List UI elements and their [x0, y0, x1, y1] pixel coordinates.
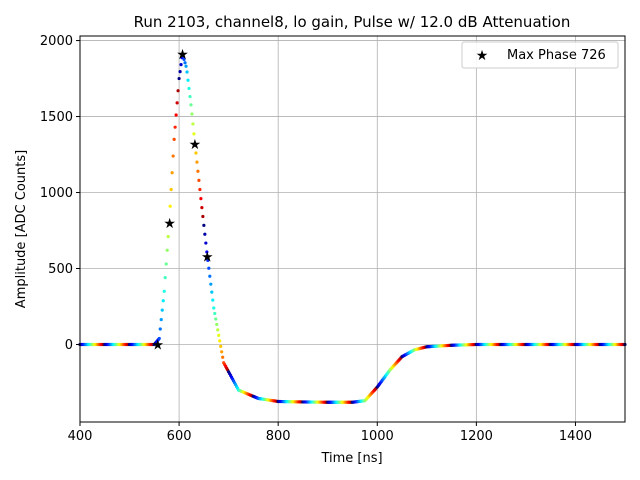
pulse-sample-point	[202, 223, 206, 227]
y-tick-label: 2000	[40, 34, 73, 49]
pulse-sample-point	[200, 206, 204, 210]
pulse-sample-point	[211, 298, 215, 302]
legend-star-icon: ★	[476, 48, 489, 64]
pulse-sample-point	[171, 154, 175, 158]
pulse-sample-point	[190, 112, 194, 116]
pulse-sample-point	[170, 171, 174, 175]
pulse-sample-point	[184, 64, 188, 68]
x-tick-label: 600	[167, 429, 192, 444]
max-phase-markers: ★ ★ ★ ★ ★	[152, 47, 214, 353]
max-phase-star-marker: ★	[176, 47, 189, 63]
y-tick-label: 500	[48, 262, 73, 277]
x-tick-label: 1000	[361, 429, 394, 444]
pulse-sample-point	[185, 70, 189, 74]
pulse-sample-point	[191, 122, 195, 126]
pulse-sample-point	[214, 317, 218, 321]
pulse-sample-point	[160, 308, 164, 312]
pulse-sample-point	[174, 113, 178, 117]
pulse-sample-point	[195, 160, 199, 164]
pulse-sample-point	[194, 151, 198, 155]
max-phase-star-marker: ★	[201, 249, 214, 265]
x-axis-label: Time [ns]	[320, 451, 382, 466]
x-tick-label: 1200	[460, 429, 493, 444]
pulse-sample-point	[210, 290, 214, 294]
pulse-sample-point	[192, 132, 196, 136]
pulse-sample-point	[172, 137, 176, 141]
pulse-sample-point	[187, 86, 191, 91]
pulse-sample-point	[161, 299, 165, 303]
pulse-sample-point	[221, 355, 225, 359]
pulse-sample-point	[164, 262, 168, 266]
pulse-sample-point	[178, 70, 182, 74]
pulse-sample-point	[177, 76, 181, 81]
legend-box	[461, 41, 619, 69]
y-axis-label: Amplitude [ADC Counts]	[14, 150, 29, 308]
pulse-sample-point	[216, 328, 220, 332]
pulse-sample-point	[159, 317, 163, 322]
pulse-sample-point	[157, 336, 161, 341]
pulse-sample-point	[163, 276, 167, 280]
pulse-sample-point	[175, 101, 179, 105]
pulse-sample-point	[203, 232, 207, 236]
pulse-sample-point	[186, 78, 190, 82]
pulse-sample-point	[189, 103, 193, 107]
pulse-sample-point	[158, 327, 162, 331]
pulse-sample-point	[219, 344, 223, 348]
pulse-sample-point	[199, 197, 203, 201]
legend-entry-max-phase: Max Phase 726	[507, 48, 606, 63]
y-tick-label: 0	[65, 338, 73, 353]
pulse-sample-point	[166, 235, 170, 239]
pulse-sample-point	[169, 187, 173, 192]
pulse-sample-point	[207, 266, 211, 270]
y-tick-label: 1000	[40, 186, 73, 201]
pulse-sample-point	[217, 333, 221, 337]
pulse-sample-point	[212, 306, 216, 310]
pulse-curve	[78, 54, 627, 404]
pulse-sample-point	[201, 214, 205, 219]
pulse-sample-point	[173, 125, 177, 129]
pulse-sample-point	[220, 350, 224, 354]
y-axis-ticks: 0 500 1000 1500 2000	[40, 34, 80, 353]
x-axis-ticks: 400 600 800 1000 1200 1400	[68, 422, 592, 444]
pulse-sample-point	[182, 57, 186, 61]
max-phase-star-marker: ★	[189, 137, 202, 153]
x-tick-label: 800	[266, 429, 291, 444]
pulse-sample-point	[205, 250, 209, 254]
pulse-sample-point	[183, 61, 187, 65]
x-tick-label: 400	[68, 429, 93, 444]
pulse-sample-point	[198, 187, 202, 192]
pulse-sample-point	[162, 289, 166, 293]
pulse-sample-point	[167, 221, 171, 225]
pulse-sample-point	[197, 178, 201, 182]
pulse-sample-point	[209, 282, 213, 286]
pulse-sample-point	[208, 274, 212, 278]
x-tick-label: 1400	[559, 429, 592, 444]
legend: ★ Max Phase 726	[461, 41, 619, 69]
pulse-sample-point	[179, 63, 183, 67]
pulse-sample-point	[188, 95, 192, 99]
pulse-sample-point	[181, 54, 185, 58]
pulse-sample-point	[218, 339, 222, 343]
y-tick-label: 1500	[40, 110, 73, 125]
max-phase-star-marker: ★	[152, 337, 165, 353]
plot-frame	[79, 35, 626, 423]
pulse-sample-point	[176, 89, 180, 93]
pulse-sample-point	[193, 142, 197, 146]
pulse-sample-point	[204, 241, 208, 245]
grid-lines	[79, 36, 625, 422]
pulse-sample-point	[168, 204, 172, 208]
pulse-sample-point	[165, 248, 169, 252]
pulse-sample-point	[196, 169, 200, 173]
pulse-sample-point	[215, 322, 219, 327]
chart-title: Run 2103, channel8, lo gain, Pulse w/ 12…	[134, 13, 571, 31]
pulse-sample-point	[213, 311, 217, 316]
max-phase-star-marker: ★	[163, 216, 176, 232]
pulse-sample-point	[206, 258, 210, 262]
